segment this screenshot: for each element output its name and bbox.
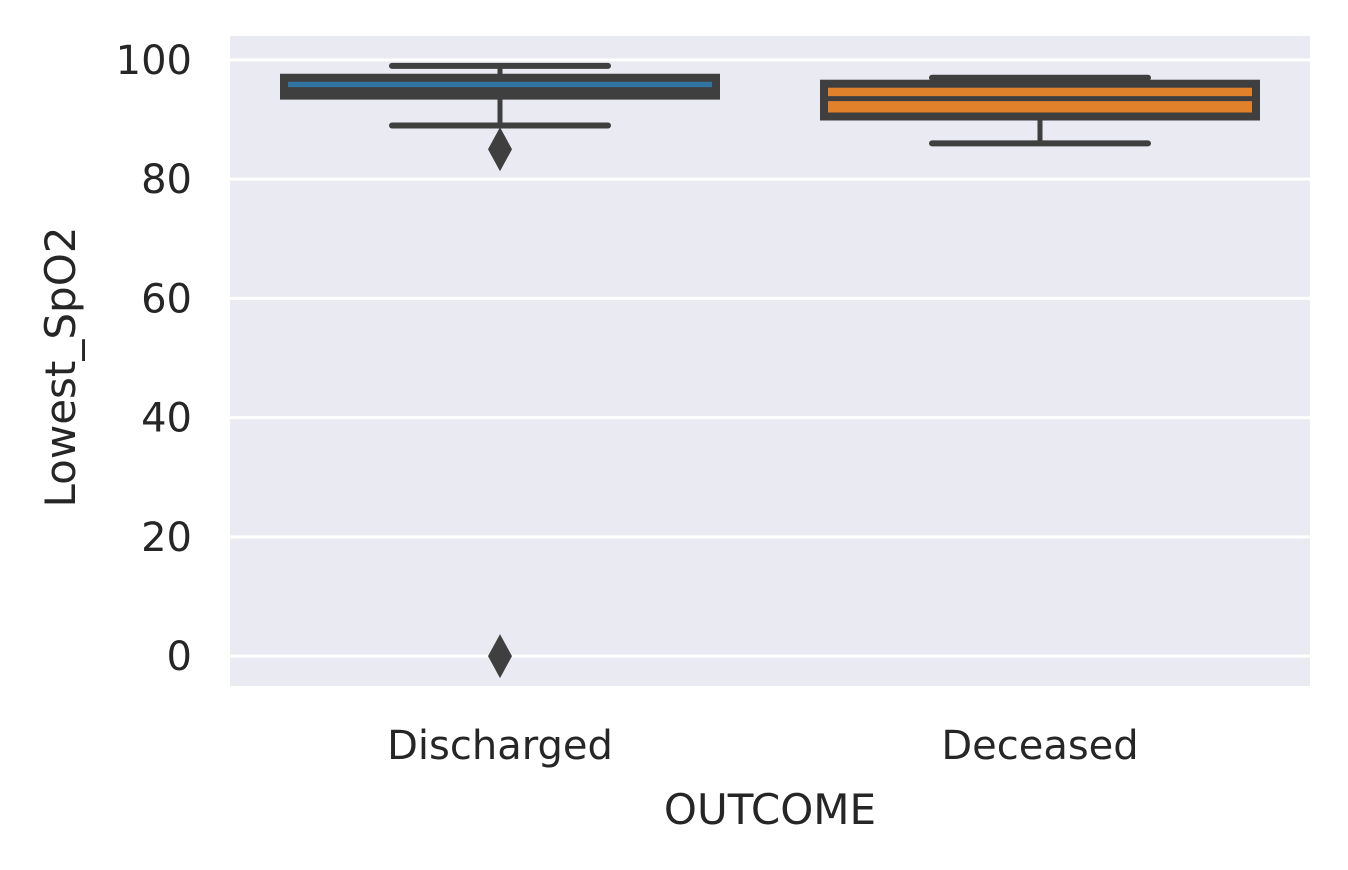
y-tick-label: 0 [167, 634, 192, 680]
x-axis-ticks: Discharged Deceased [387, 723, 1139, 769]
y-tick-label: 20 [141, 515, 192, 561]
iqr-box [280, 73, 720, 100]
x-axis-label: OUTCOME [664, 785, 876, 834]
plot-background [230, 36, 1310, 686]
x-tick-label: Discharged [387, 723, 613, 769]
y-axis-ticks: 0 20 40 60 80 100 [116, 38, 192, 680]
boxes [280, 62, 1260, 679]
y-tick-label: 60 [141, 276, 192, 322]
y-tick-label: 100 [116, 38, 192, 84]
outlier-marker [488, 634, 512, 679]
grid-lines [230, 58, 1310, 658]
box-deceased [820, 74, 1260, 147]
box-discharged [280, 62, 720, 679]
x-tick-label: Deceased [941, 723, 1138, 769]
y-tick-label: 40 [141, 396, 192, 442]
outlier-marker [488, 127, 512, 172]
y-tick-label: 80 [141, 157, 192, 203]
y-axis-label: Lowest_SpO2 [36, 227, 85, 508]
